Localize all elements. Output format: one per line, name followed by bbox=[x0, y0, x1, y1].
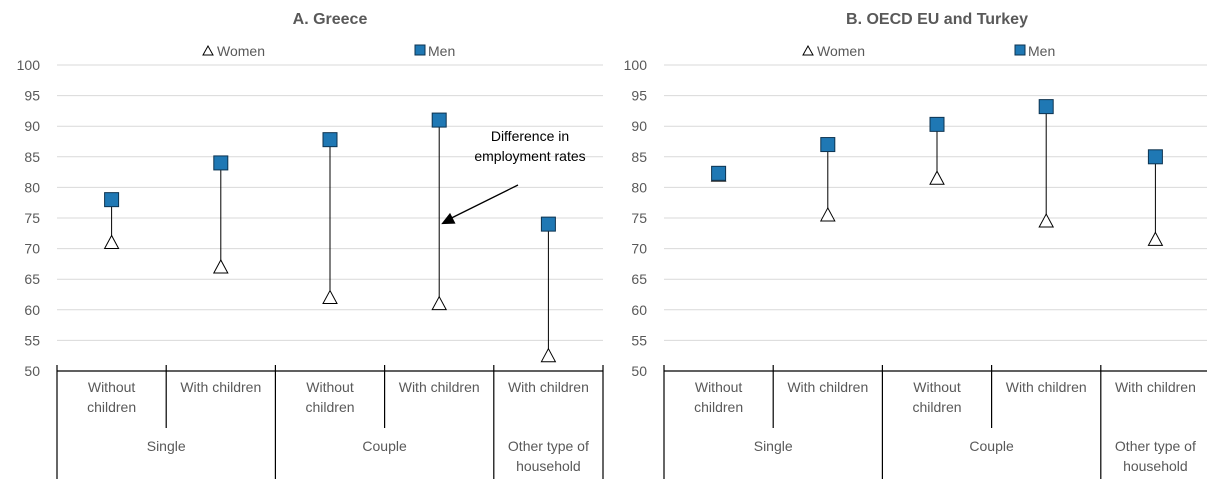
category-label: With children bbox=[399, 379, 480, 395]
y-tick-label: 80 bbox=[631, 179, 647, 195]
group-label-other-type-of: household bbox=[516, 458, 581, 474]
y-tick-label: 55 bbox=[24, 332, 40, 348]
legend-women-label: Women bbox=[217, 43, 265, 59]
men-point bbox=[540, 216, 556, 232]
legend-men-label: Men bbox=[428, 43, 455, 59]
y-tick-label: 100 bbox=[17, 57, 41, 73]
y-tick-label: 95 bbox=[24, 88, 40, 104]
chart-title: B. OECD EU and Turkey bbox=[846, 11, 1028, 28]
category-label: With children bbox=[508, 379, 589, 395]
y-tick-label: 65 bbox=[631, 271, 647, 287]
women-point bbox=[212, 258, 229, 274]
group-label-other-type-of: household bbox=[1123, 458, 1188, 474]
y-tick-label: 95 bbox=[631, 88, 647, 104]
annotation-label: employment rates bbox=[474, 148, 585, 164]
panel-oecd-eu-turkey: B. OECD EU and Turkey Women Men 50 55 60 65 70 7… bbox=[624, 11, 1207, 479]
category-label: Without bbox=[695, 379, 743, 395]
y-tick-label: 60 bbox=[631, 302, 647, 318]
women-point bbox=[103, 234, 120, 249]
group-label-single: Single bbox=[147, 438, 186, 454]
women-point bbox=[540, 347, 557, 363]
y-tick-label: 70 bbox=[631, 241, 647, 257]
men-point bbox=[820, 137, 836, 153]
men-point bbox=[1147, 149, 1163, 165]
women-point bbox=[1038, 213, 1055, 228]
y-tick-label: 75 bbox=[24, 210, 40, 226]
y-tick-label: 85 bbox=[24, 149, 40, 165]
men-point bbox=[104, 192, 120, 208]
y-tick-label: 60 bbox=[24, 302, 40, 318]
y-tick-label: 90 bbox=[24, 118, 40, 134]
men-point bbox=[1038, 99, 1054, 115]
category-label: With children bbox=[1006, 379, 1087, 395]
y-tick-label: 50 bbox=[24, 363, 40, 379]
group-label-other-type-of: Other type of bbox=[508, 438, 589, 454]
category-label: children bbox=[305, 399, 354, 415]
category-label: With children bbox=[787, 379, 868, 395]
y-tick-label: 85 bbox=[631, 149, 647, 165]
category-label: children bbox=[694, 399, 743, 415]
y-tick-label: 70 bbox=[24, 241, 40, 257]
y-tick-label: 55 bbox=[631, 332, 647, 348]
category-label: With children bbox=[1115, 379, 1196, 395]
men-point bbox=[711, 165, 727, 181]
y-tick-label: 75 bbox=[631, 210, 647, 226]
y-tick-label: 80 bbox=[24, 179, 40, 195]
group-label-other-type-of: Other type of bbox=[1115, 438, 1196, 454]
y-tick-label: 65 bbox=[24, 271, 40, 287]
annotation-arrow-line bbox=[448, 184, 519, 220]
category-label: Without bbox=[913, 379, 961, 395]
women-point bbox=[819, 206, 836, 222]
group-label-couple: Couple bbox=[362, 438, 407, 454]
panel-greece: A. Greece Women Men 50 55 60 65 70 75 80 85 90 95 100… bbox=[17, 11, 604, 479]
group-label-couple: Couple bbox=[969, 438, 1014, 454]
legend-men-marker-icon bbox=[414, 44, 426, 56]
women-point bbox=[1147, 231, 1164, 246]
legend-men-marker-icon bbox=[1014, 44, 1026, 56]
category-label: Without bbox=[88, 379, 136, 395]
men-point bbox=[322, 132, 338, 148]
legend-women-marker-icon bbox=[202, 44, 214, 56]
group-label-single: Single bbox=[754, 438, 793, 454]
women-point bbox=[431, 295, 448, 311]
category-label: Without bbox=[306, 379, 354, 395]
chart-title: A. Greece bbox=[293, 11, 368, 28]
annotation-label: Difference in bbox=[491, 128, 569, 144]
legend-men-label: Men bbox=[1028, 43, 1055, 59]
category-label: With children bbox=[180, 379, 261, 395]
annotation-arrowhead-icon bbox=[441, 212, 456, 225]
category-label: children bbox=[912, 399, 961, 415]
legend-women-marker-icon bbox=[802, 44, 814, 56]
men-point bbox=[929, 116, 945, 132]
y-tick-label: 100 bbox=[624, 57, 648, 73]
women-point bbox=[929, 170, 945, 185]
y-tick-label: 90 bbox=[631, 118, 647, 134]
legend-women-label: Women bbox=[817, 43, 865, 59]
category-label: children bbox=[87, 399, 136, 415]
y-tick-label: 50 bbox=[631, 363, 647, 379]
men-point bbox=[213, 155, 229, 171]
women-point bbox=[322, 289, 338, 305]
men-point bbox=[431, 112, 447, 128]
